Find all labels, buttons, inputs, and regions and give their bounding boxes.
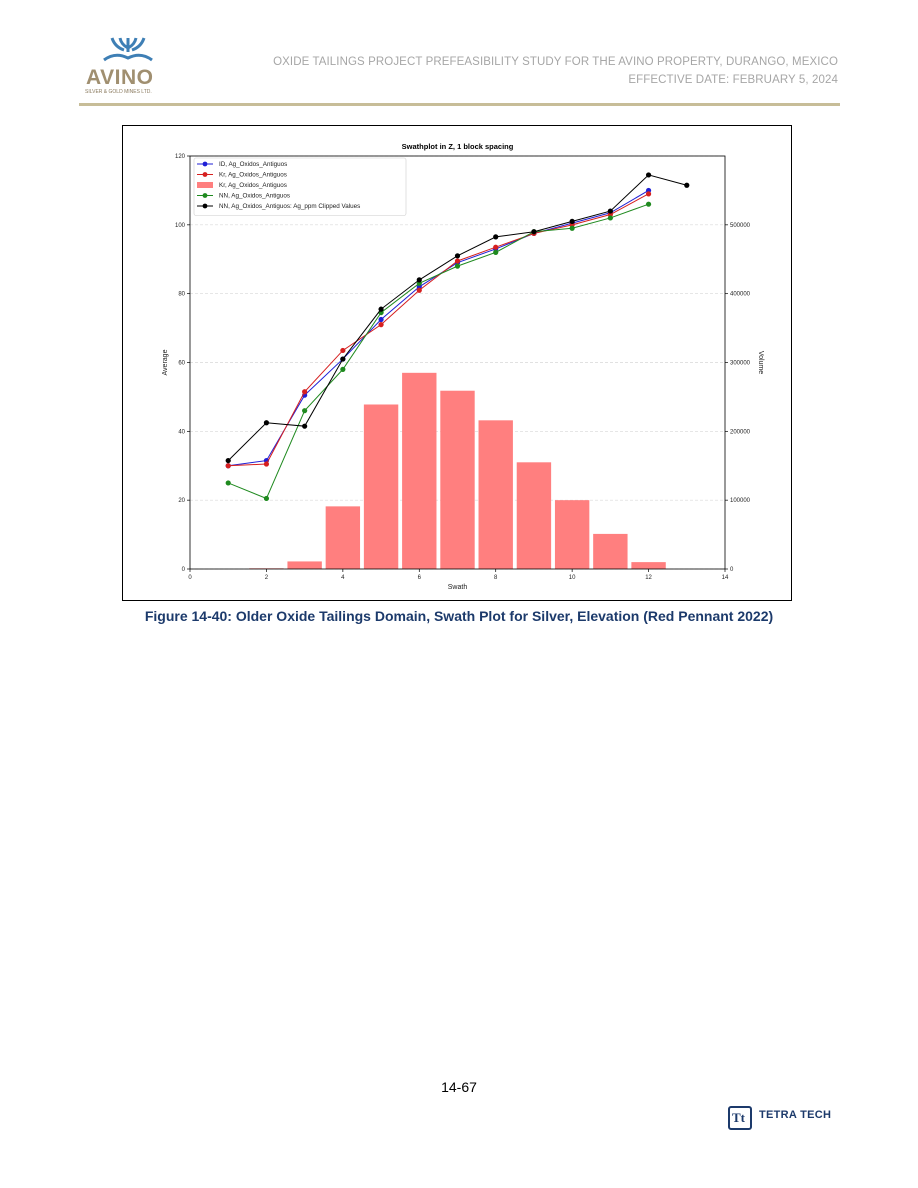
legend-label: NN, Ag_Oxidos_Antiguos: Ag_ppm Clipped V… xyxy=(219,203,360,210)
tetra-tech-mark-icon: Tt xyxy=(728,1106,752,1130)
y-tick-label: 60 xyxy=(178,361,185,367)
document-header: OXIDE TAILINGS PROJECT PREFEASIBILITY ST… xyxy=(273,53,838,89)
x-tick-label: 6 xyxy=(418,575,422,581)
series-point xyxy=(454,263,461,269)
avino-logo: AVINO SILVER & GOLD MINES LTD. xyxy=(82,36,162,98)
series-line xyxy=(228,189,649,467)
volume-bar xyxy=(593,533,628,569)
logo-subtitle: SILVER & GOLD MINES LTD. xyxy=(85,89,152,95)
series-point xyxy=(340,356,346,362)
series-point xyxy=(416,277,422,283)
legend-marker xyxy=(202,161,208,167)
y2-tick-label: 100000 xyxy=(730,498,751,504)
swath-plot-chart: 0 2 4 6 8 10 12 1402040608010012001000002000003… xyxy=(162,142,764,591)
y2-tick-label: 0 xyxy=(730,567,734,573)
series-point xyxy=(225,463,231,469)
volume-bar xyxy=(631,562,666,569)
y-tick-label: 100 xyxy=(175,223,186,229)
series-point xyxy=(607,208,613,214)
tetra-tech-mark-text: Tt xyxy=(732,1110,745,1125)
series-point xyxy=(225,480,231,486)
avino-waves-logo-icon xyxy=(103,37,153,62)
series-point xyxy=(569,225,575,231)
x-tick-label: 0 xyxy=(188,575,192,581)
series-point xyxy=(645,201,652,207)
series-point xyxy=(340,366,346,372)
volume-bar xyxy=(325,506,361,569)
y-tick-label: 0 xyxy=(182,567,186,573)
chart-title: Swathplot in Z, 1 block spacing xyxy=(402,142,514,151)
series-point xyxy=(302,423,308,429)
x-axis-label: Swath xyxy=(448,584,468,591)
series-point xyxy=(569,218,575,224)
volume-bar xyxy=(287,561,322,569)
series-point xyxy=(645,172,652,178)
volume-bar xyxy=(554,500,590,569)
legend-label: ID, Ag_Oxidos_Antiguos xyxy=(219,161,287,168)
legend-swatch xyxy=(197,182,213,188)
volume-bar xyxy=(440,390,475,569)
series-point xyxy=(225,457,231,464)
series-point xyxy=(263,461,270,467)
legend-label: NN, Ag_Oxidos_Antiguos xyxy=(219,193,290,200)
x-tick-label: 4 xyxy=(341,575,345,581)
page-number: 14-67 xyxy=(441,1079,477,1095)
series-line xyxy=(228,193,649,467)
series-point xyxy=(302,389,308,395)
x-tick-label: 10 xyxy=(569,575,576,581)
series-point xyxy=(645,191,652,197)
series-point xyxy=(378,322,384,328)
series-point xyxy=(416,287,422,293)
series-point xyxy=(493,234,499,240)
series-point xyxy=(302,408,308,414)
series-point xyxy=(607,215,613,221)
tetra-tech-wordmark: TETRA TECH xyxy=(759,1109,832,1121)
y2-axis-label: Volume xyxy=(757,351,764,374)
x-tick-label: 12 xyxy=(645,575,652,581)
x-tick-label: 2 xyxy=(265,575,269,581)
series-point xyxy=(340,347,346,354)
y2-tick-label: 400000 xyxy=(730,292,751,298)
volume-bar xyxy=(402,372,437,569)
series-point xyxy=(493,249,499,255)
y2-tick-label: 300000 xyxy=(730,361,751,367)
x-tick-label: 14 xyxy=(722,575,729,581)
x-tick-label: 8 xyxy=(494,575,498,581)
figure-box: 0 2 4 6 8 10 12 14 0 20 40 60 80 100 120 0 100000 200000 3… xyxy=(122,125,792,601)
header-title-line1: OXIDE TAILINGS PROJECT PREFEASIBILITY ST… xyxy=(273,56,838,68)
y2-tick-label: 200000 xyxy=(730,429,751,435)
figure-caption: Figure 14-40: Older Oxide Tailings Domai… xyxy=(144,608,774,624)
y-tick-label: 40 xyxy=(178,429,185,435)
y-tick-label: 120 xyxy=(175,154,186,160)
y-axis-label: Average xyxy=(162,349,169,375)
series-point xyxy=(263,495,270,502)
y-tick-label: 20 xyxy=(178,498,185,504)
y-tick-label: 80 xyxy=(178,292,185,298)
series-point xyxy=(454,258,461,264)
series-point xyxy=(454,253,461,259)
series-point xyxy=(531,229,537,235)
header-rule xyxy=(79,103,840,106)
legend-label: Kr, Ag_Oxidos_Antiguos xyxy=(219,182,287,189)
header-title-line2: EFFECTIVE DATE: FEBRUARY 5, 2024 xyxy=(628,74,838,86)
legend-box xyxy=(193,157,407,216)
volume-bar xyxy=(478,420,513,569)
series-line xyxy=(228,203,649,500)
series-point xyxy=(378,316,384,323)
series-point xyxy=(263,420,270,426)
y2-tick-label: 500000 xyxy=(730,223,751,229)
volume-bar xyxy=(516,462,552,569)
legend-marker xyxy=(202,203,208,209)
logo-name: AVINO xyxy=(86,66,154,89)
series-point xyxy=(378,306,384,312)
legend-label: Kr, Ag_Oxidos_Antiguos xyxy=(219,172,287,179)
series-point xyxy=(493,244,499,250)
legend-marker xyxy=(202,193,208,198)
volume-bar xyxy=(363,404,399,569)
legend-marker xyxy=(202,172,208,177)
series-point xyxy=(684,182,690,188)
